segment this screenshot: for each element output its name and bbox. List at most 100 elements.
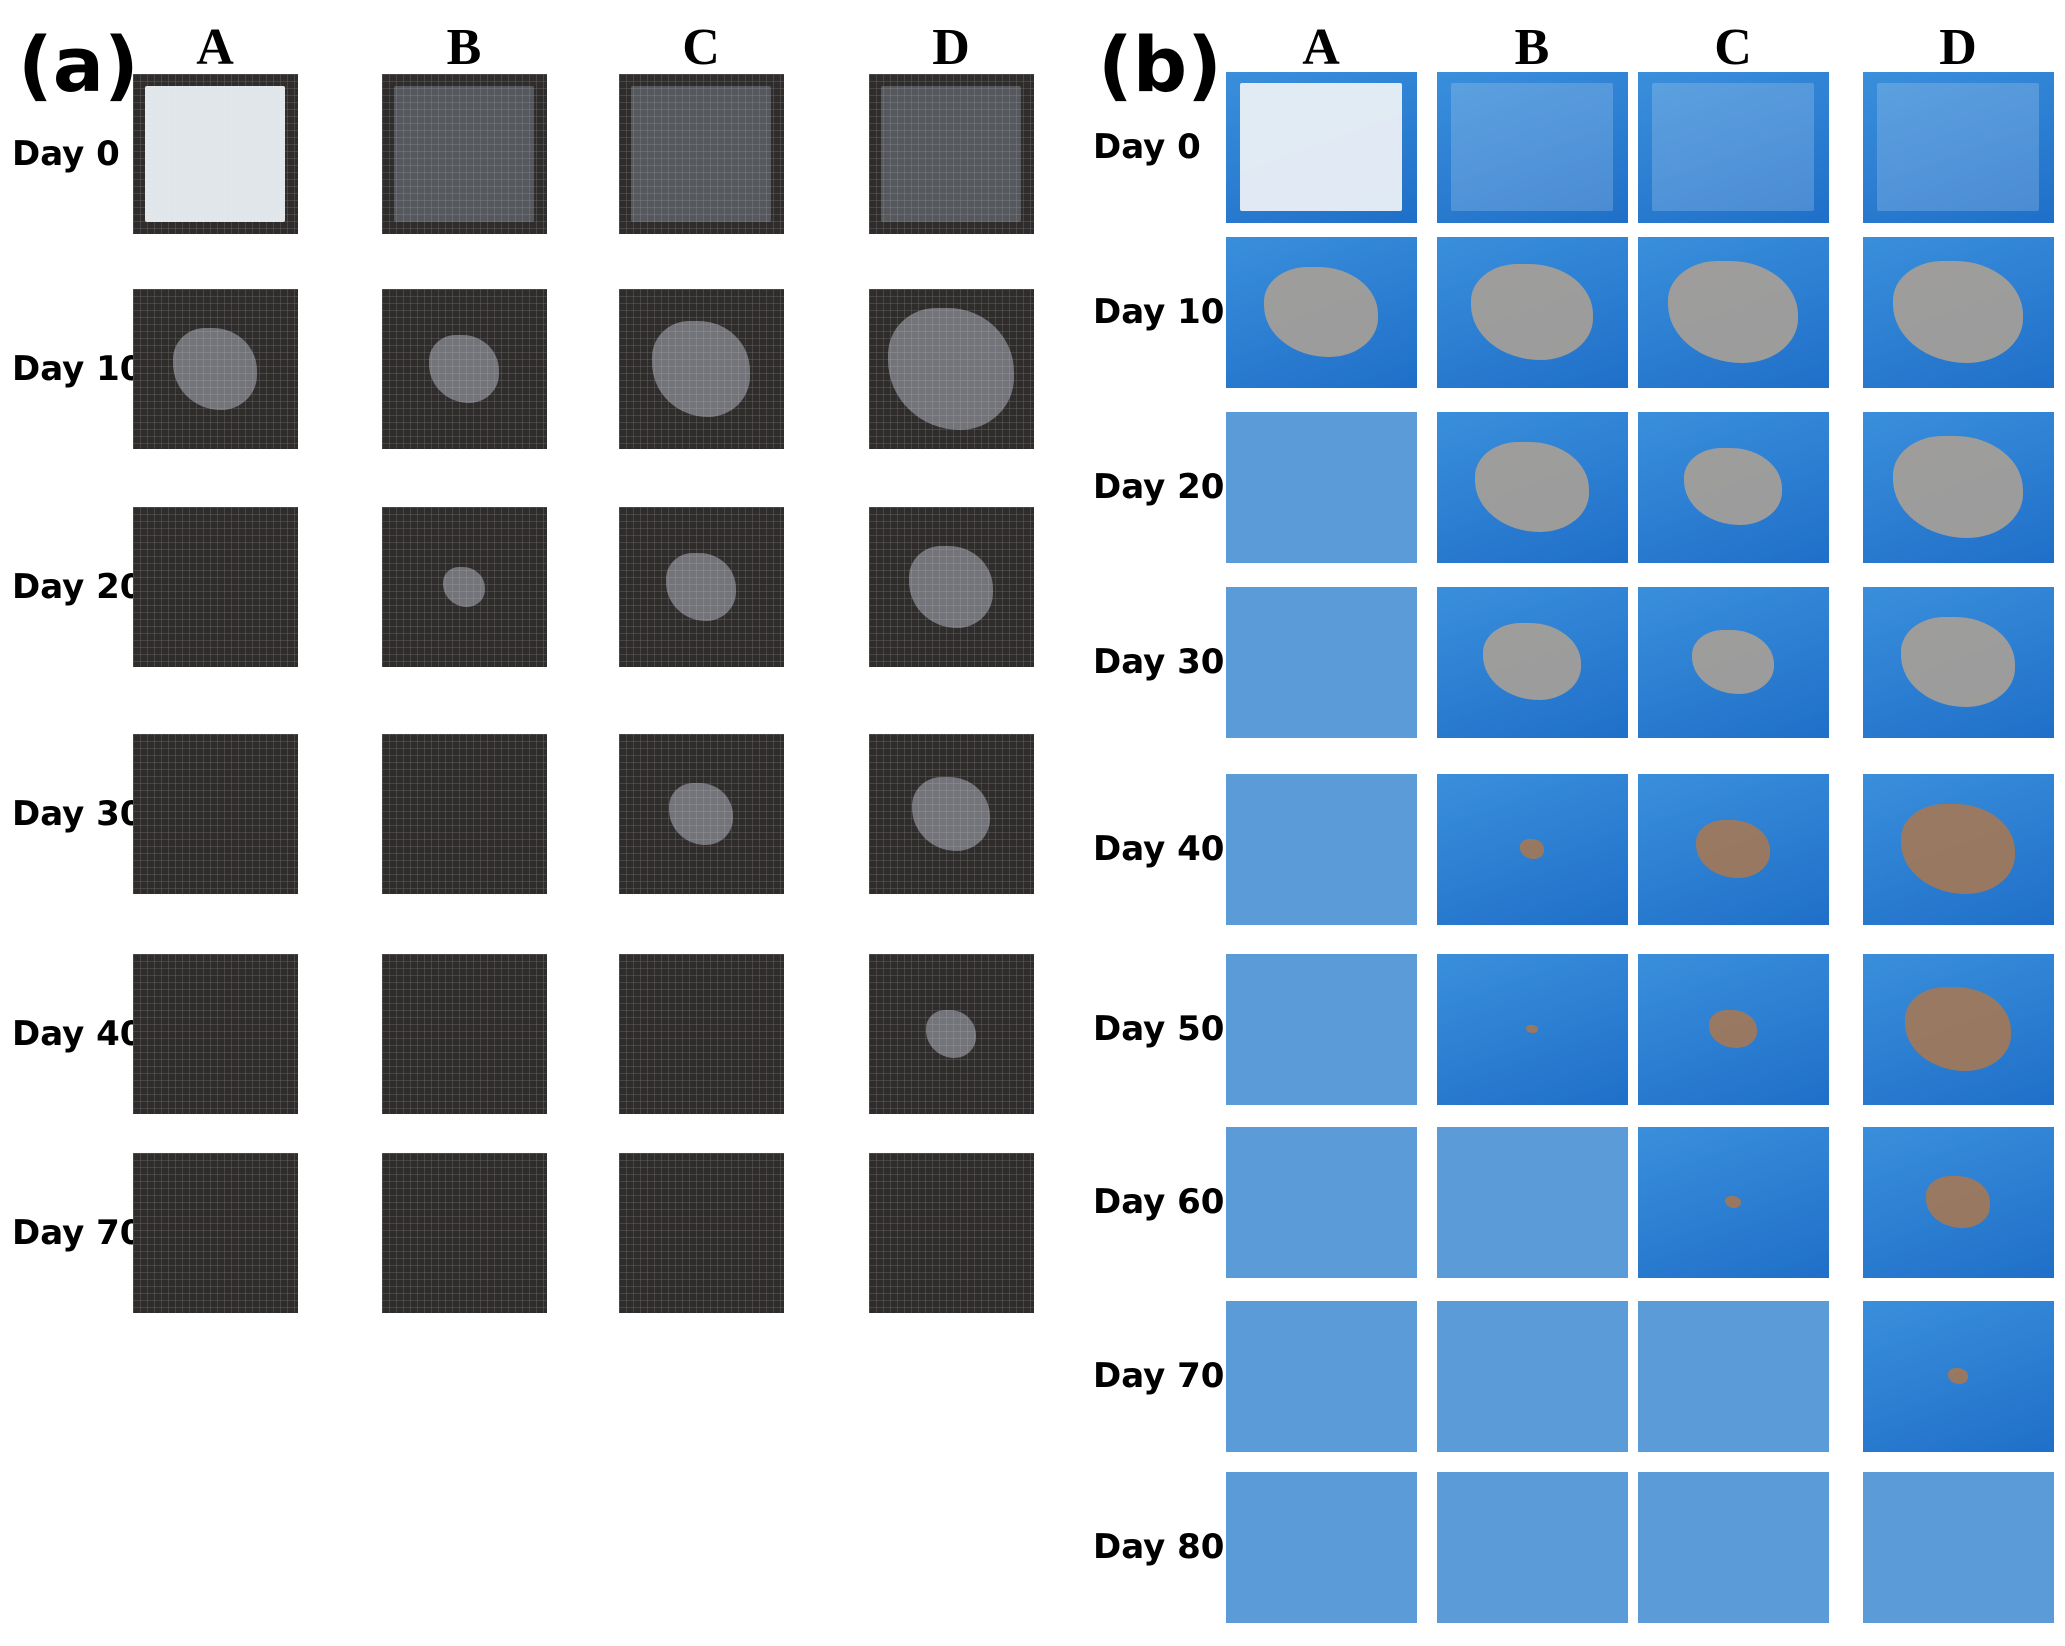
sample-photo	[132, 954, 298, 1114]
row-label: Day 20	[12, 567, 144, 607]
sample-film	[1519, 839, 1545, 859]
sample-photo	[1225, 1300, 1417, 1452]
sample-photo	[1225, 773, 1417, 925]
sample-film	[1450, 82, 1614, 212]
sample-photo	[1436, 236, 1628, 388]
sample-photo	[618, 954, 784, 1114]
sample-photo	[1436, 773, 1628, 925]
sample-film	[1925, 1176, 1991, 1228]
row-label: Day 30	[12, 794, 144, 834]
sample-photo	[1862, 1300, 2054, 1452]
sample-photo	[1436, 71, 1628, 223]
sample-photo	[618, 1153, 784, 1313]
sample-photo	[1436, 411, 1628, 563]
sample-film	[1526, 1024, 1538, 1034]
sample-photo	[1862, 411, 2054, 563]
sample-film	[1471, 263, 1593, 361]
column-label: C	[682, 19, 720, 76]
sample-photo	[1862, 236, 2054, 388]
sample-photo	[132, 74, 298, 234]
sample-film	[428, 335, 500, 403]
sample-photo	[1436, 1300, 1628, 1452]
sample-photo	[1225, 411, 1417, 563]
sample-film	[908, 546, 994, 628]
sample-photo	[1225, 1471, 1417, 1623]
sample-photo	[1637, 1126, 1829, 1278]
row-label: Day 10	[12, 349, 144, 389]
sample-film	[887, 307, 1015, 431]
row-label: Day 40	[12, 1014, 144, 1054]
row-label: Day 10	[1093, 292, 1225, 332]
sample-photo	[381, 734, 547, 894]
sample-film	[1901, 617, 2015, 707]
sample-film	[1724, 1195, 1742, 1209]
sample-photo	[868, 1153, 1034, 1313]
sample-photo	[1436, 586, 1628, 738]
sample-film	[1651, 82, 1815, 212]
sample-film	[393, 86, 535, 222]
sample-film	[1692, 629, 1774, 695]
sample-photo	[1225, 953, 1417, 1105]
sample-photo	[868, 507, 1034, 667]
sample-photo	[1637, 773, 1829, 925]
sample-photo	[1436, 1126, 1628, 1278]
sample-photo	[1637, 953, 1829, 1105]
sample-photo	[1637, 586, 1829, 738]
sample-photo	[618, 74, 784, 234]
sample-photo	[618, 507, 784, 667]
sample-photo	[381, 507, 547, 667]
sample-film	[1684, 448, 1782, 526]
sample-photo	[381, 74, 547, 234]
sample-photo	[1225, 586, 1417, 738]
column-label: C	[1714, 19, 1752, 76]
sample-film	[1901, 804, 2015, 894]
sample-photo	[1637, 1471, 1829, 1623]
sample-photo	[1862, 1471, 2054, 1623]
row-label: Day 60	[1093, 1182, 1225, 1222]
sample-photo	[1637, 71, 1829, 223]
sample-photo	[1225, 1126, 1417, 1278]
sample-film	[1239, 82, 1403, 212]
sample-photo	[1862, 586, 2054, 738]
column-label: B	[1514, 19, 1550, 76]
sample-photo	[618, 734, 784, 894]
sample-film	[880, 86, 1022, 222]
sample-photo	[1225, 71, 1417, 223]
sample-photo	[381, 1153, 547, 1313]
sample-film	[926, 1010, 976, 1058]
sample-photo	[1637, 1300, 1829, 1452]
sample-photo	[868, 74, 1034, 234]
sample-photo	[868, 734, 1034, 894]
sample-photo	[868, 289, 1034, 449]
row-label: Day 70	[1093, 1356, 1225, 1396]
sample-photo	[1862, 773, 2054, 925]
sample-film	[1893, 435, 2023, 539]
column-label: A	[1302, 19, 1340, 76]
sample-photo	[132, 289, 298, 449]
column-label: D	[1939, 19, 1977, 76]
row-label: Day 20	[1093, 467, 1225, 507]
sample-photo	[132, 1153, 298, 1313]
row-label: Day 30	[1093, 642, 1225, 682]
row-label: Day 50	[1093, 1009, 1225, 1049]
sample-film	[1948, 1368, 1968, 1384]
sample-film	[442, 566, 486, 608]
sample-film	[912, 776, 990, 852]
sample-film	[630, 86, 772, 222]
sample-photo	[381, 289, 547, 449]
sample-photo	[1637, 411, 1829, 563]
sample-photo	[868, 954, 1034, 1114]
panel-label: (a)	[18, 20, 139, 109]
sample-photo	[1862, 953, 2054, 1105]
sample-film	[669, 783, 733, 845]
sample-film	[172, 328, 258, 410]
column-label: A	[196, 19, 234, 76]
sample-film	[1905, 987, 2011, 1071]
row-label: Day 0	[1093, 127, 1201, 167]
sample-photo	[132, 507, 298, 667]
sample-film	[1893, 260, 2023, 364]
sample-photo	[1862, 71, 2054, 223]
sample-photo	[1225, 236, 1417, 388]
sample-film	[1483, 623, 1581, 701]
